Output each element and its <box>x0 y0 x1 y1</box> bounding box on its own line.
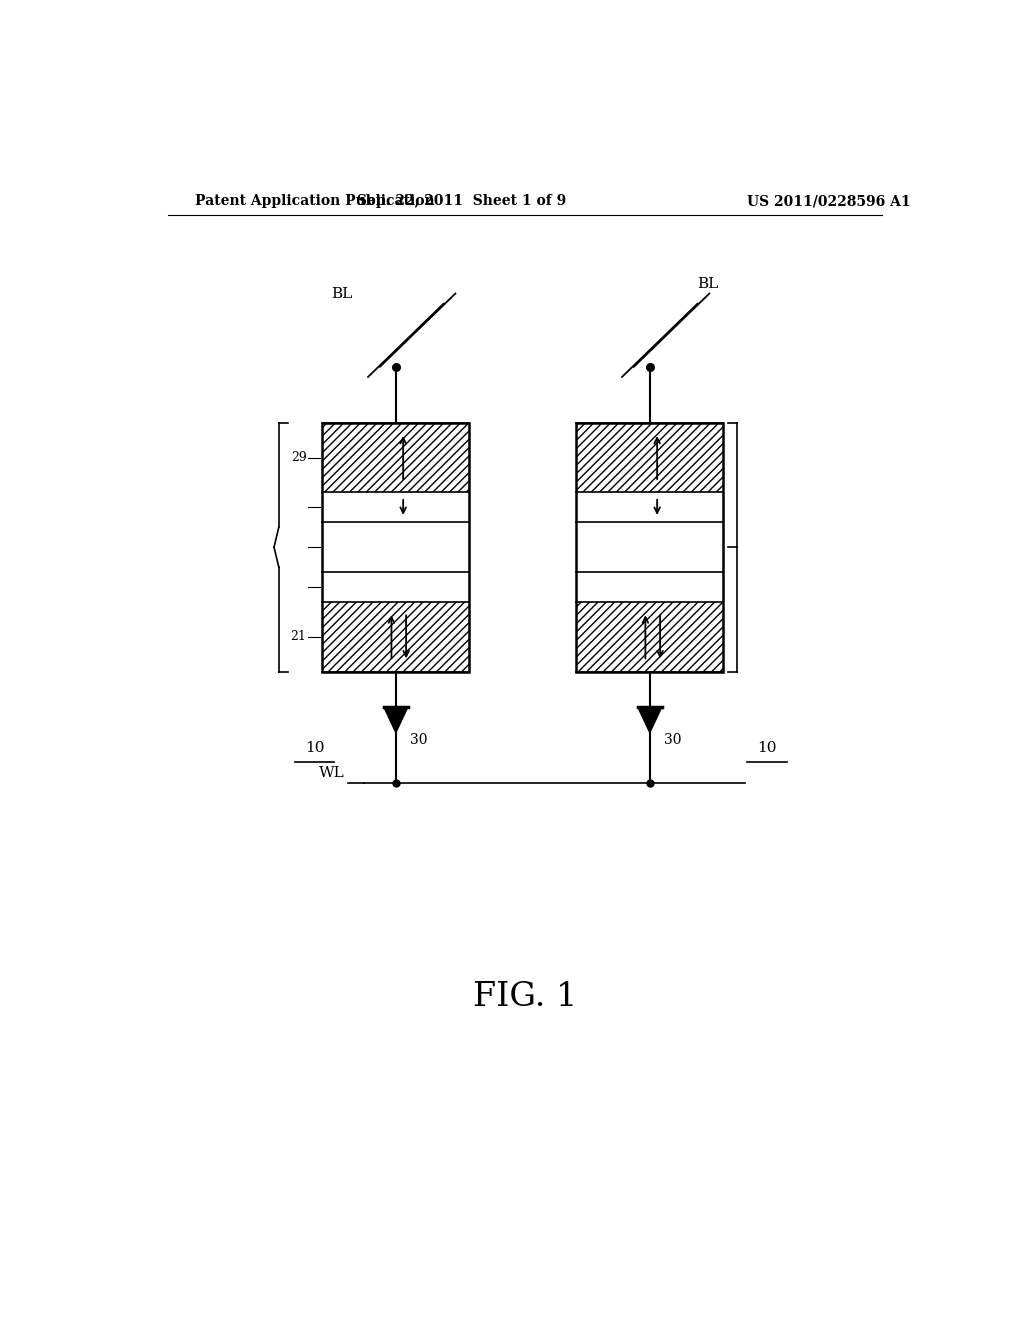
Bar <box>577 602 723 672</box>
Text: BL: BL <box>697 276 719 290</box>
Text: Patent Application Publication: Patent Application Publication <box>196 194 435 209</box>
Bar <box>128 492 577 523</box>
Bar <box>469 492 922 523</box>
Bar <box>128 492 323 523</box>
Text: 27: 27 <box>291 500 306 513</box>
Bar <box>577 572 723 602</box>
Text: 25: 25 <box>291 541 306 553</box>
Bar <box>577 492 723 523</box>
Bar <box>323 523 469 572</box>
Bar <box>469 572 922 602</box>
Text: 10: 10 <box>305 741 325 755</box>
Bar <box>723 523 922 572</box>
Bar <box>323 602 469 672</box>
Bar <box>128 572 323 602</box>
Bar <box>323 572 469 602</box>
Bar <box>577 523 723 572</box>
Text: 29: 29 <box>291 451 306 465</box>
Text: 20: 20 <box>245 540 264 554</box>
Bar <box>577 602 723 672</box>
Text: FIG. 1: FIG. 1 <box>473 981 577 1012</box>
Bar <box>323 422 469 672</box>
Bar <box>128 523 577 572</box>
Text: Sep. 22, 2011  Sheet 1 of 9: Sep. 22, 2011 Sheet 1 of 9 <box>356 194 566 209</box>
Bar <box>577 422 723 672</box>
Bar <box>323 422 469 492</box>
Bar <box>323 422 469 492</box>
Text: 30: 30 <box>665 733 682 747</box>
Text: US 2011/0228596 A1: US 2011/0228596 A1 <box>748 194 910 209</box>
Text: 23: 23 <box>291 581 306 594</box>
Bar <box>128 523 323 572</box>
Bar <box>128 572 577 602</box>
Polygon shape <box>384 708 408 733</box>
Bar <box>723 572 922 602</box>
Text: 30: 30 <box>411 733 428 747</box>
Bar <box>323 492 469 523</box>
Text: WL: WL <box>318 767 344 780</box>
Bar <box>577 422 723 492</box>
Bar <box>323 602 469 672</box>
Polygon shape <box>638 708 662 733</box>
Bar <box>469 523 922 572</box>
Text: 20: 20 <box>745 540 765 554</box>
Text: 21: 21 <box>291 631 306 643</box>
Bar <box>723 492 922 523</box>
Text: 10: 10 <box>757 741 776 755</box>
Bar <box>577 422 723 492</box>
Text: BL: BL <box>331 286 352 301</box>
